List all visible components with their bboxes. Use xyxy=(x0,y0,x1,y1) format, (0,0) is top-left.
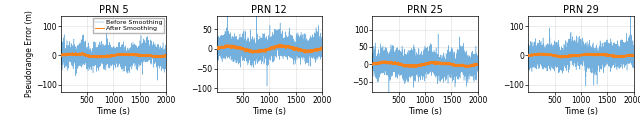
X-axis label: Time (s): Time (s) xyxy=(564,107,598,116)
X-axis label: Time (s): Time (s) xyxy=(252,107,286,116)
X-axis label: Time (s): Time (s) xyxy=(97,107,131,116)
Title: PRN 29: PRN 29 xyxy=(563,5,599,15)
Y-axis label: Pseudorange Error (m): Pseudorange Error (m) xyxy=(26,10,35,97)
Title: PRN 25: PRN 25 xyxy=(407,5,443,15)
X-axis label: Time (s): Time (s) xyxy=(408,107,442,116)
Legend: Before Smoothing, After Smoothing: Before Smoothing, After Smoothing xyxy=(93,18,164,33)
Title: PRN 12: PRN 12 xyxy=(252,5,287,15)
Title: PRN 5: PRN 5 xyxy=(99,5,128,15)
